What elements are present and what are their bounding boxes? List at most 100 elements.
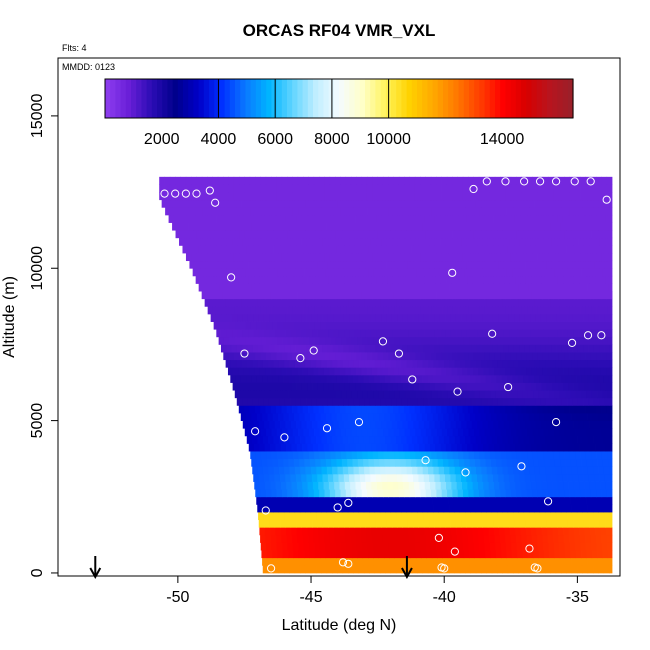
field-cell [604, 313, 611, 322]
field-cell [553, 306, 560, 315]
field-cell [552, 367, 559, 376]
field-cell [375, 519, 382, 528]
field-cell [359, 298, 365, 307]
field-cell [580, 184, 586, 193]
field-cell [497, 435, 503, 444]
field-cell [383, 390, 390, 399]
field-cell [587, 466, 594, 475]
flight-point [504, 382, 513, 392]
field-cell [278, 359, 285, 368]
field-cell [311, 260, 318, 269]
field-cell [280, 329, 286, 338]
field-cell [533, 390, 539, 399]
field-cell [374, 283, 381, 292]
field-cell [346, 336, 353, 345]
field-cell [388, 192, 394, 201]
field-cell [542, 367, 548, 376]
field-cell [262, 504, 269, 513]
field-cell [523, 565, 530, 574]
field-cell [495, 550, 502, 559]
field-cell [466, 313, 473, 322]
field-cell [354, 420, 361, 429]
field-cell [425, 489, 432, 498]
field-cell [187, 245, 194, 254]
field-cell [488, 527, 495, 536]
field-cell [294, 565, 301, 574]
field-cell [473, 291, 480, 300]
field-cell [289, 466, 296, 475]
field-cell [384, 412, 391, 421]
field-cell [387, 534, 394, 543]
field-cell [415, 542, 421, 551]
field-cell [341, 336, 347, 345]
field-cell [360, 443, 367, 452]
field-cell [223, 184, 229, 193]
field-cell [363, 435, 370, 444]
field-cell [237, 382, 244, 391]
field-cell [261, 336, 267, 345]
field-cell [592, 222, 599, 231]
field-cell [572, 260, 579, 269]
field-cell [501, 268, 508, 277]
field-cell [582, 222, 588, 231]
field-cell [534, 565, 541, 574]
field-cell [228, 352, 235, 361]
field-cell [264, 382, 271, 391]
field-cell [438, 283, 445, 292]
field-cell [469, 412, 476, 421]
field-cell [283, 458, 289, 467]
field-cell [450, 237, 457, 246]
field-cell [212, 253, 219, 262]
field-cell [391, 420, 398, 429]
field-cell [257, 435, 264, 444]
field-cell [390, 565, 397, 574]
field-cell [583, 397, 589, 406]
field-cell [347, 245, 354, 254]
field-cell [369, 199, 376, 208]
field-cell [386, 519, 393, 528]
field-cell [265, 405, 272, 414]
field-cell [425, 291, 432, 300]
field-cell [252, 466, 258, 475]
field-cell [581, 557, 588, 566]
field-cell [405, 458, 412, 467]
field-cell [581, 390, 587, 399]
field-cell [372, 306, 379, 315]
field-cell [391, 344, 398, 353]
colorbar-cell [292, 79, 298, 118]
field-cell [521, 230, 528, 239]
field-cell [595, 534, 602, 543]
field-cell [492, 473, 499, 482]
field-cell [255, 230, 262, 239]
field-cell [366, 534, 373, 543]
field-cell [267, 283, 274, 292]
field-cell [571, 222, 578, 231]
field-cell [469, 557, 476, 566]
field-cell [556, 473, 563, 482]
field-cell [288, 268, 295, 277]
field-cell [337, 565, 344, 574]
field-cell [419, 367, 426, 376]
field-cell [282, 390, 289, 399]
field-cell [243, 214, 249, 223]
field-cell [341, 496, 348, 505]
field-cell [459, 268, 465, 277]
field-cell [326, 199, 333, 208]
field-cell [375, 397, 382, 406]
field-cell [305, 504, 311, 513]
field-cell [306, 237, 313, 246]
field-cell [294, 199, 301, 208]
field-cell [611, 291, 613, 300]
field-cell [278, 412, 284, 421]
field-cell [251, 412, 258, 421]
field-cell [257, 245, 263, 254]
field-cell [302, 291, 309, 300]
field-cell [314, 390, 321, 399]
field-cell [365, 473, 371, 482]
field-cell [186, 230, 192, 239]
field-cell [299, 458, 305, 467]
field-cell [609, 397, 613, 406]
field-cell [425, 367, 431, 376]
field-cell [460, 359, 466, 368]
field-cell [310, 565, 317, 574]
